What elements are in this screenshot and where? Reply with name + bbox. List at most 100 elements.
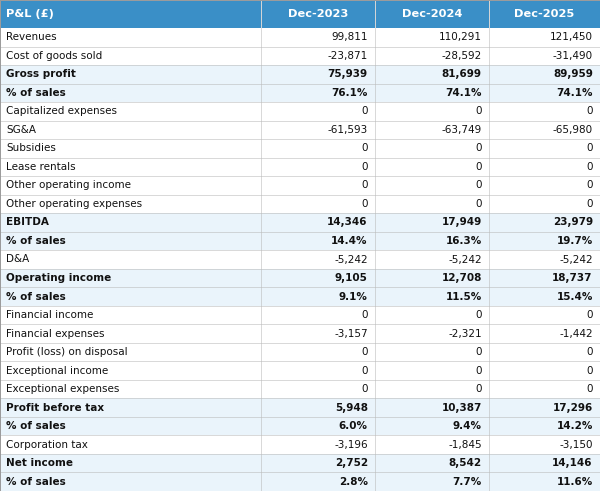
Text: 0: 0 — [361, 143, 368, 153]
Text: 5,948: 5,948 — [335, 403, 368, 412]
Bar — [0, 306, 600, 325]
Text: 121,450: 121,450 — [550, 32, 593, 42]
Text: 110,291: 110,291 — [439, 32, 482, 42]
Text: 0: 0 — [361, 347, 368, 357]
Text: 16.3%: 16.3% — [446, 236, 482, 246]
Text: 6.0%: 6.0% — [339, 421, 368, 431]
Text: 12,708: 12,708 — [442, 273, 482, 283]
Bar — [0, 0, 261, 28]
Text: 11.5%: 11.5% — [446, 292, 482, 301]
Text: 0: 0 — [586, 199, 593, 209]
Text: Gross profit: Gross profit — [6, 69, 76, 80]
Bar — [0, 102, 600, 121]
Text: -61,593: -61,593 — [328, 125, 368, 135]
Text: D&A: D&A — [6, 254, 29, 265]
Text: 8,542: 8,542 — [449, 458, 482, 468]
Bar — [0, 194, 600, 213]
Text: 0: 0 — [475, 310, 482, 320]
Text: -5,242: -5,242 — [448, 254, 482, 265]
Text: -23,871: -23,871 — [328, 51, 368, 61]
Text: 0: 0 — [361, 199, 368, 209]
Text: -65,980: -65,980 — [553, 125, 593, 135]
Bar — [0, 325, 600, 343]
Text: 19.7%: 19.7% — [557, 236, 593, 246]
Text: % of sales: % of sales — [6, 88, 66, 98]
Text: 0: 0 — [475, 162, 482, 172]
Text: 0: 0 — [586, 384, 593, 394]
Text: -3,157: -3,157 — [334, 328, 368, 339]
Text: -5,242: -5,242 — [559, 254, 593, 265]
Text: 0: 0 — [586, 347, 593, 357]
Bar — [0, 139, 600, 158]
Text: -28,592: -28,592 — [442, 51, 482, 61]
Text: 17,949: 17,949 — [442, 218, 482, 227]
Text: 0: 0 — [475, 384, 482, 394]
Text: Corporation tax: Corporation tax — [6, 440, 88, 450]
Text: 99,811: 99,811 — [331, 32, 368, 42]
Text: 0: 0 — [475, 199, 482, 209]
Text: Financial income: Financial income — [6, 310, 94, 320]
Text: 0: 0 — [361, 310, 368, 320]
Text: 89,959: 89,959 — [553, 69, 593, 80]
Text: 14,146: 14,146 — [552, 458, 593, 468]
Text: 0: 0 — [475, 143, 482, 153]
Bar — [375, 0, 489, 28]
Text: -63,749: -63,749 — [442, 125, 482, 135]
Text: % of sales: % of sales — [6, 477, 66, 487]
Bar — [0, 398, 600, 417]
Text: Financial expenses: Financial expenses — [6, 328, 104, 339]
Text: 0: 0 — [586, 143, 593, 153]
Text: 0: 0 — [361, 107, 368, 116]
Text: 75,939: 75,939 — [328, 69, 368, 80]
Bar — [0, 417, 600, 436]
Bar — [261, 0, 375, 28]
Text: 0: 0 — [361, 180, 368, 191]
Text: EBITDA: EBITDA — [6, 218, 49, 227]
Text: Subsidies: Subsidies — [6, 143, 56, 153]
Text: -3,196: -3,196 — [334, 440, 368, 450]
Text: 14.2%: 14.2% — [556, 421, 593, 431]
Text: 74.1%: 74.1% — [445, 88, 482, 98]
Text: 0: 0 — [586, 162, 593, 172]
Text: 14,346: 14,346 — [328, 218, 368, 227]
Bar — [0, 176, 600, 194]
Text: 0: 0 — [361, 366, 368, 376]
Text: Cost of goods sold: Cost of goods sold — [6, 51, 102, 61]
Bar — [0, 361, 600, 380]
Bar — [0, 343, 600, 361]
Text: 0: 0 — [361, 384, 368, 394]
Text: 23,979: 23,979 — [553, 218, 593, 227]
Text: 0: 0 — [475, 347, 482, 357]
Text: 0: 0 — [475, 107, 482, 116]
Text: Capitalized expenses: Capitalized expenses — [6, 107, 117, 116]
Bar — [0, 436, 600, 454]
Bar — [0, 121, 600, 139]
Text: -2,321: -2,321 — [448, 328, 482, 339]
Text: Profit before tax: Profit before tax — [6, 403, 104, 412]
Text: 2,752: 2,752 — [335, 458, 368, 468]
Text: Other operating expenses: Other operating expenses — [6, 199, 142, 209]
Text: SG&A: SG&A — [6, 125, 36, 135]
Text: 14.4%: 14.4% — [331, 236, 368, 246]
Bar — [0, 380, 600, 398]
Text: Profit (loss) on disposal: Profit (loss) on disposal — [6, 347, 128, 357]
Text: 0: 0 — [586, 107, 593, 116]
Text: 0: 0 — [586, 310, 593, 320]
Text: 2.8%: 2.8% — [339, 477, 368, 487]
Text: 15.4%: 15.4% — [556, 292, 593, 301]
Text: 81,699: 81,699 — [442, 69, 482, 80]
Bar — [0, 213, 600, 232]
Text: Exceptional expenses: Exceptional expenses — [6, 384, 119, 394]
Text: -3,150: -3,150 — [559, 440, 593, 450]
Text: Dec-2023: Dec-2023 — [288, 9, 348, 19]
Text: 76.1%: 76.1% — [331, 88, 368, 98]
Text: P&L (£): P&L (£) — [6, 9, 54, 19]
Text: 0: 0 — [361, 162, 368, 172]
Text: Dec-2025: Dec-2025 — [514, 9, 575, 19]
Text: 0: 0 — [475, 180, 482, 191]
Text: -5,242: -5,242 — [334, 254, 368, 265]
Text: Dec-2024: Dec-2024 — [402, 9, 462, 19]
Bar — [0, 287, 600, 306]
Text: 17,296: 17,296 — [553, 403, 593, 412]
Bar — [489, 0, 600, 28]
